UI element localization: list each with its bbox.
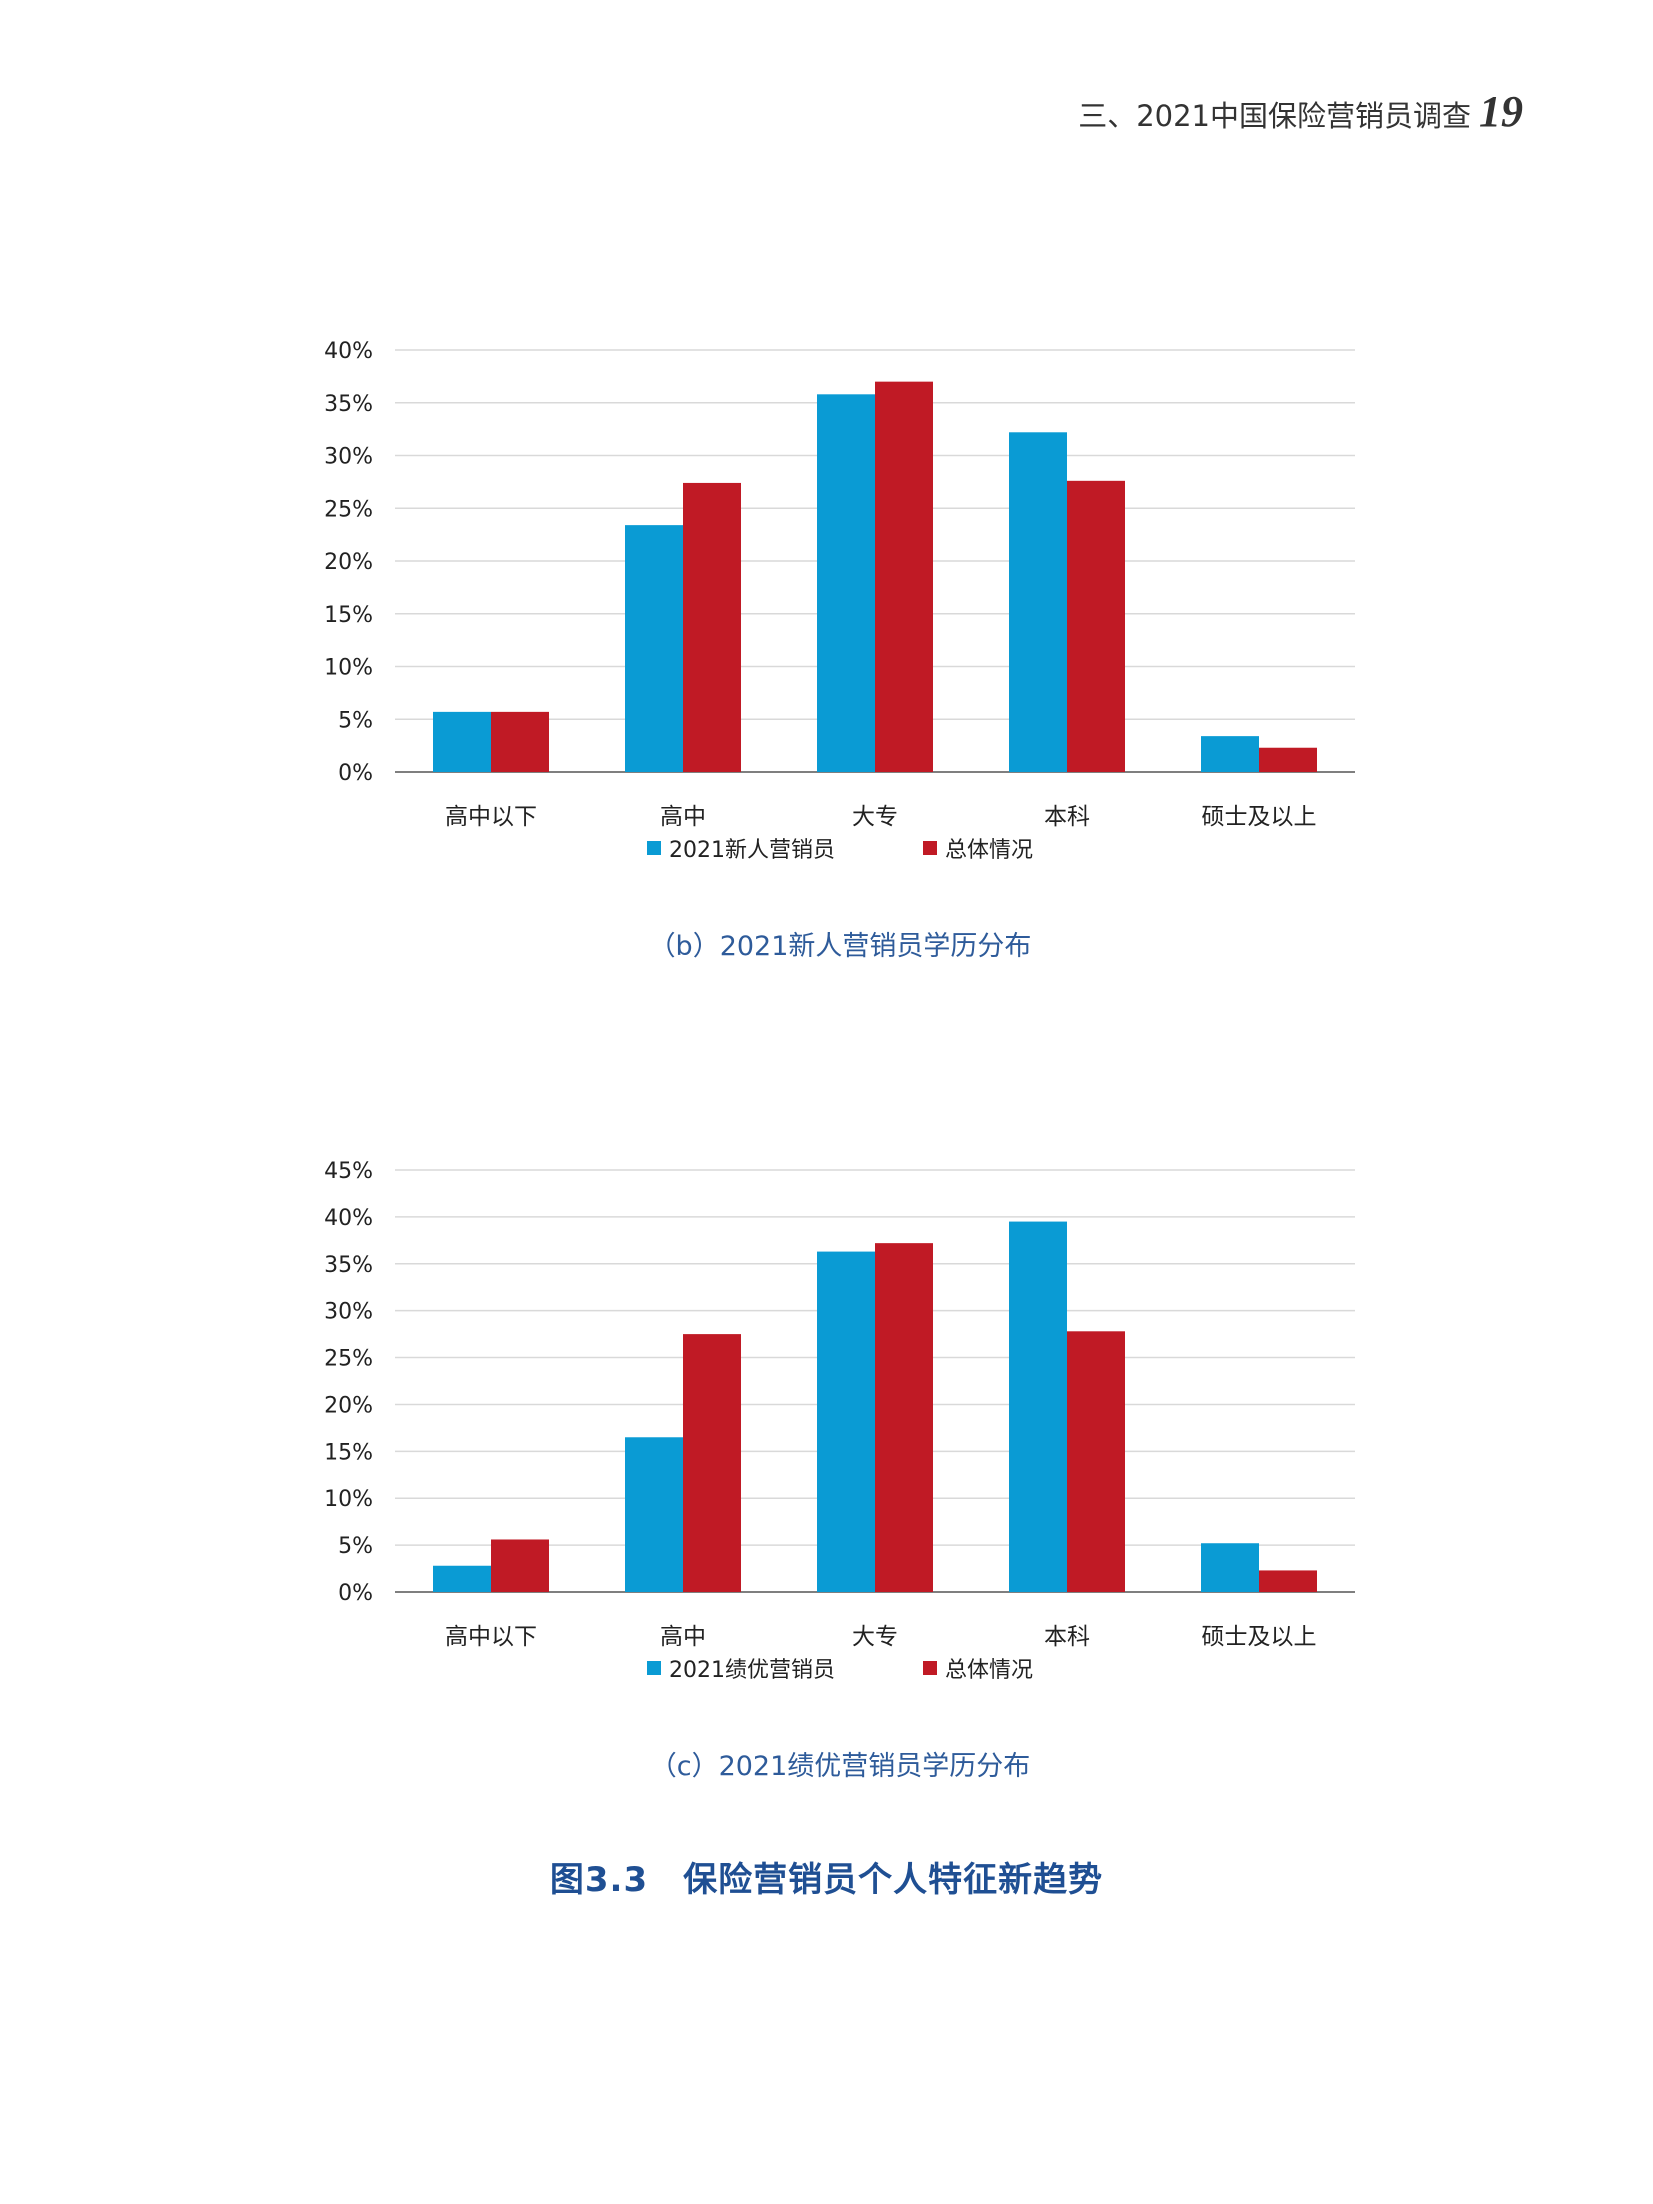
x-tick-label: 高中	[660, 804, 706, 830]
y-tick-label: 25%	[324, 1347, 373, 1372]
bar-series-2	[875, 381, 933, 772]
bar-series-1	[625, 525, 683, 772]
legend-label-series-1: 2021绩优营销员	[668, 1658, 835, 1683]
legend-swatch-series-2	[922, 841, 937, 855]
x-tick-label: 高中以下	[445, 1624, 537, 1650]
x-tick-label: 高中以下	[445, 804, 537, 830]
x-tick-label: 硕士及以上	[1202, 1624, 1317, 1650]
chart-b-caption: （b）2021新人营销员学历分布	[648, 931, 1032, 962]
chart-b-svg: 0% 5% 10% 15% 20% 25% 30% 35% 40% 高中以下 高中 大专 本科 硕士及以上	[324, 339, 1355, 830]
chart-b-legend: 2021新人营销员 总体情况	[300, 832, 1380, 864]
bar-series-2	[491, 1539, 549, 1592]
chart-c-legend: 2021绩优营销员 总体情况	[300, 1652, 1380, 1684]
chart-c-svg: 0% 5% 10% 15% 20% 25% 30% 35% 40% 45% 高中以下 高中 大专 本科 硕士…	[324, 1159, 1355, 1650]
bar-series-1	[817, 394, 875, 772]
chart-c-caption: （c）2021绩优营销员学历分布	[649, 1751, 1031, 1782]
running-header-title: 三、2021中国保险营销员调查	[1078, 99, 1471, 133]
legend-item-series-1: 2021新人营销员	[646, 832, 835, 864]
figure-title: 图3.3 保险营销员个人特征新趋势	[549, 1860, 1104, 1900]
legend-item-series-2: 总体情况	[922, 832, 1033, 864]
bar-series-2	[491, 711, 549, 772]
legend-item-series-2: 总体情况	[922, 1652, 1033, 1684]
x-tick-label: 大专	[852, 804, 898, 830]
y-tick-label: 30%	[324, 445, 373, 470]
chart-b-block: 0% 5% 10% 15% 20% 25% 30% 35% 40% 高中以下 高中 大专 本科 硕士及以上…	[300, 320, 1380, 963]
bar-series-1	[433, 1565, 491, 1592]
y-tick-label: 0%	[338, 761, 373, 786]
y-tick-label: 20%	[324, 550, 373, 575]
x-tick-label: 本科	[1044, 804, 1090, 830]
y-tick-label: 30%	[324, 1300, 373, 1325]
y-tick-label: 25%	[324, 497, 373, 522]
page-header: 三、2021中国保险营销员调查 19	[1078, 86, 1523, 137]
chart-c-block: 0% 5% 10% 15% 20% 25% 30% 35% 40% 45% 高中以下 高中 大专 本科 硕士…	[300, 1140, 1380, 1783]
legend-swatch-series-2	[922, 1661, 937, 1675]
y-tick-label: 5%	[338, 708, 373, 733]
bar-series-1	[1201, 736, 1259, 772]
y-tick-label: 15%	[324, 1440, 373, 1465]
legend-label-series-2: 总体情况	[944, 838, 1033, 863]
bar-series-2	[683, 1334, 741, 1592]
legend-label-series-2: 总体情况	[944, 1658, 1033, 1683]
x-tick-label: 大专	[852, 1624, 898, 1650]
y-tick-label: 40%	[324, 339, 373, 364]
y-tick-label: 40%	[324, 1206, 373, 1231]
y-tick-label: 35%	[324, 392, 373, 417]
y-tick-label: 0%	[338, 1581, 373, 1606]
bar-series-2	[875, 1243, 933, 1592]
x-tick-label: 高中	[660, 1624, 706, 1650]
legend-swatch-series-1	[646, 841, 661, 855]
bar-series-2	[1067, 480, 1125, 772]
y-tick-label: 35%	[324, 1253, 373, 1278]
y-tick-label: 45%	[324, 1159, 373, 1184]
y-tick-label: 15%	[324, 603, 373, 628]
bar-series-1	[433, 711, 491, 772]
page-number: 19	[1479, 87, 1523, 136]
bar-series-1	[817, 1251, 875, 1592]
bar-series-2	[1259, 1570, 1317, 1592]
bar-series-1	[1201, 1543, 1259, 1592]
bar-series-2	[683, 482, 741, 772]
bar-series-1	[1009, 432, 1067, 772]
bar-series-2	[1067, 1331, 1125, 1592]
y-tick-label: 5%	[338, 1534, 373, 1559]
x-tick-label: 本科	[1044, 1624, 1090, 1650]
y-tick-label: 20%	[324, 1393, 373, 1418]
legend-item-series-1: 2021绩优营销员	[646, 1652, 835, 1684]
bar-series-2	[1259, 747, 1317, 772]
bar-series-1	[1009, 1221, 1067, 1592]
legend-label-series-1: 2021新人营销员	[668, 838, 835, 863]
bar-series-1	[625, 1437, 683, 1592]
y-tick-label: 10%	[324, 656, 373, 681]
x-tick-label: 硕士及以上	[1202, 804, 1317, 830]
legend-swatch-series-1	[646, 1661, 661, 1675]
y-tick-label: 10%	[324, 1487, 373, 1512]
